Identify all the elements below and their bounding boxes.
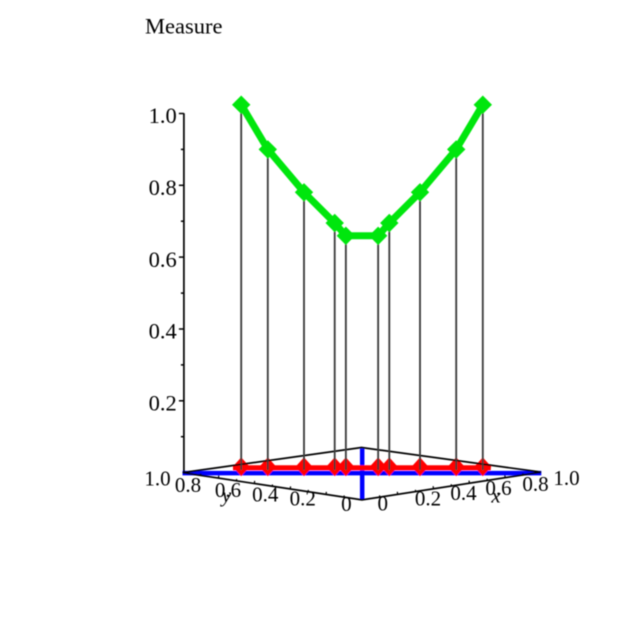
svg-text:0.4: 0.4 — [252, 483, 279, 507]
svg-text:y: y — [220, 483, 232, 507]
svg-text:0.8: 0.8 — [175, 473, 201, 497]
svg-text:0.6: 0.6 — [485, 476, 511, 500]
svg-text:0.2: 0.2 — [149, 390, 177, 415]
svg-text:1.0: 1.0 — [144, 467, 170, 491]
svg-text:0.4: 0.4 — [450, 481, 477, 505]
svg-text:0.2: 0.2 — [290, 487, 316, 511]
svg-text:0.2: 0.2 — [415, 487, 441, 511]
svg-text:0.6: 0.6 — [215, 478, 241, 502]
svg-text:Measure: Measure — [145, 14, 222, 39]
svg-text:x: x — [490, 483, 501, 507]
svg-text:0.8: 0.8 — [149, 175, 177, 200]
svg-text:0.8: 0.8 — [522, 472, 548, 496]
svg-text:1.0: 1.0 — [149, 103, 177, 128]
svg-text:0.6: 0.6 — [149, 247, 177, 272]
svg-text:0: 0 — [341, 492, 352, 516]
svg-text:0.4: 0.4 — [149, 319, 177, 344]
svg-text:0: 0 — [378, 492, 389, 516]
svg-text:1.0: 1.0 — [553, 466, 579, 490]
